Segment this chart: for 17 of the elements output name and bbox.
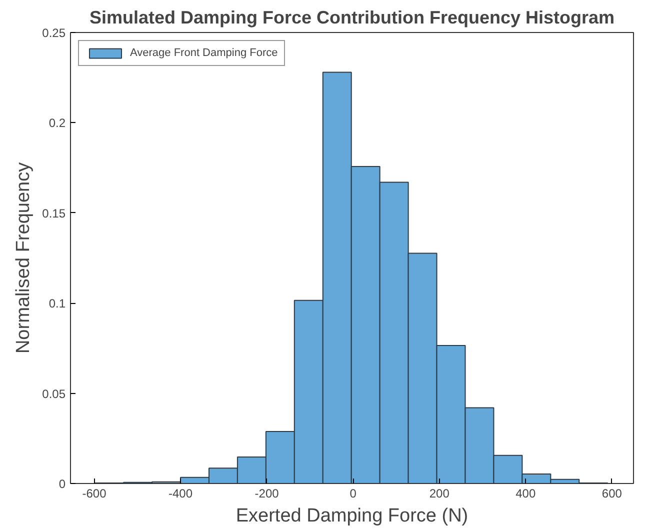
y-axis-title: Normalised Frequency [13, 162, 34, 354]
y-tick-label: 0.25 [42, 26, 66, 40]
y-tick-label: 0 [58, 477, 66, 491]
x-tick-label: 200 [429, 486, 450, 500]
y-tick-label: 0.1 [48, 296, 66, 311]
chart-title: Simulated Damping Force Contribution Frequency Histogram [89, 8, 615, 28]
x-tick-label: -600 [82, 486, 107, 500]
legend-label: Average Front Damping Force [130, 47, 278, 59]
y-tick-label: 0.2 [48, 116, 66, 130]
x-tick-label: -400 [168, 486, 193, 500]
x-tick-label: 400 [516, 486, 536, 500]
x-tick-label: -200 [254, 486, 280, 500]
y-tick-label: 0.05 [42, 386, 66, 401]
x-tick-label: 0 [350, 486, 357, 500]
x-axis-title: Exerted Damping Force (N) [236, 506, 468, 526]
y-tick-label: 0.15 [42, 206, 66, 220]
x-tick-label: 600 [602, 486, 622, 500]
